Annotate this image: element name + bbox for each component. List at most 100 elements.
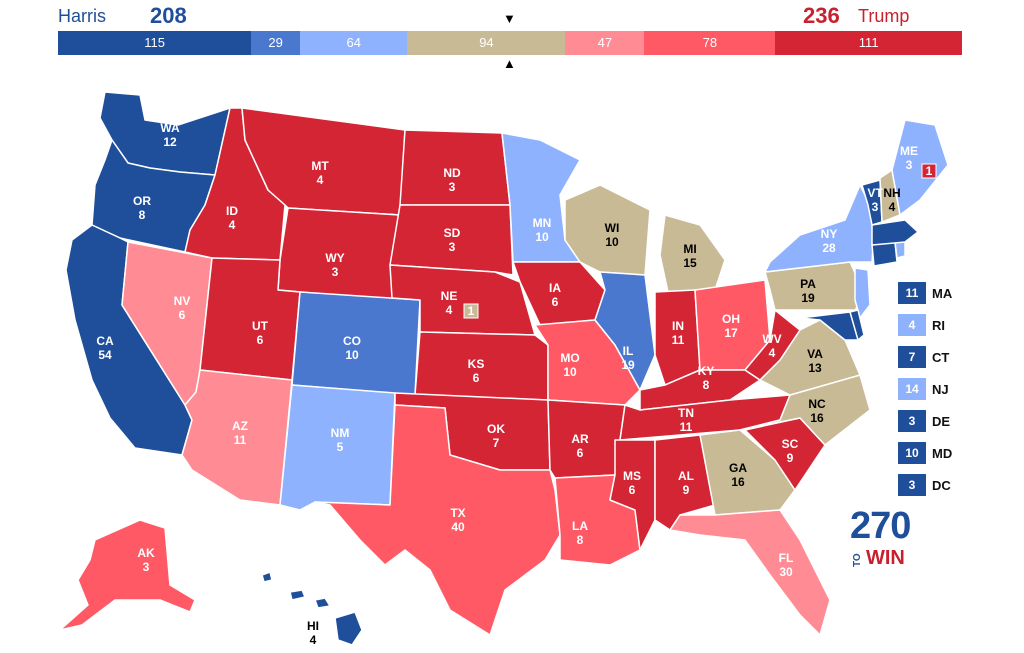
legend-row-dc[interactable]: 3 DC [898,474,951,496]
state-label-ar: AR [571,432,589,446]
state-label-nh: NH [883,186,900,200]
state-ev-mo: 10 [563,365,577,379]
state-label-mt: MT [311,159,329,173]
state-ak[interactable] [59,519,196,631]
state-ev-il: 19 [621,358,635,372]
state-wv[interactable] [744,309,801,381]
state-ev-ca: 54 [98,348,112,362]
state-label-ky: KY [698,364,715,378]
state-ev-wa: 12 [163,135,177,149]
state-ev-id: 4 [229,218,236,232]
state-hi[interactable] [261,571,363,646]
state-label-nc: NC [808,397,826,411]
state-ev-me: 3 [906,158,913,172]
tally-segment-lean-d[interactable]: 64 [299,31,408,55]
logo-to: TO [852,553,863,567]
state-ev-sc: 9 [787,451,794,465]
legend-state-label: NJ [932,381,949,397]
legend-ev-box: 10 [898,442,926,464]
state-ev-vt: 3 [872,200,879,214]
state-fl[interactable] [669,509,831,636]
state-label-or: OR [133,194,151,208]
logo-number: 270 [850,505,911,547]
state-ev-pa: 19 [801,291,815,305]
tally-segment-tossup[interactable]: 94 [407,31,566,55]
legend-row-de[interactable]: 3 DE [898,410,950,432]
state-ev-ok: 7 [493,436,500,450]
state-label-sd: SD [444,226,461,240]
state-ev-hi: 4 [310,633,317,647]
state-ev-wy: 3 [332,265,339,279]
state-label-ga: GA [729,461,747,475]
tally-segment-likely-d[interactable]: 29 [251,31,300,55]
state-ev-va: 13 [808,361,822,375]
state-ev-mn: 10 [535,230,549,244]
legend-ev-box: 7 [898,346,926,368]
state-ev-nh: 4 [889,200,896,214]
state-nj[interactable] [854,267,871,319]
state-label-ia: IA [549,281,561,295]
state-ev-ar: 6 [577,446,584,460]
state-label-mo: MO [560,351,579,365]
trump-total: 236 [803,3,840,28]
legend-state-label: MA [932,285,953,301]
legend-row-ct[interactable]: 7 CT [898,346,949,368]
district-badge-me[interactable] [921,163,937,179]
state-ri[interactable] [894,241,906,259]
state-ev-or: 8 [139,208,146,222]
legend-state-label: DE [932,413,951,429]
state-label-in: IN [672,319,684,333]
state-label-sc: SC [782,437,799,451]
state-ev-sd: 3 [449,240,456,254]
state-md[interactable] [799,311,861,341]
state-ev-mt: 4 [317,173,324,187]
tally-segment-lean-r[interactable]: 47 [565,31,645,55]
state-ev-in: 11 [672,333,685,347]
district-badge-ne[interactable] [463,303,479,319]
state-nc[interactable] [739,374,871,446]
state-ev-nd: 3 [449,180,456,194]
state-me[interactable] [891,119,949,216]
state-label-ok: OK [487,422,505,436]
tally-segment-likely-r[interactable]: 78 [644,31,776,55]
tally-bar: 115 29 64 94 47 78 111 [58,31,962,55]
legend-ev-box: 14 [898,378,926,400]
legend-row-ri[interactable]: 4 RI [898,314,945,336]
tally-segment-safe-r[interactable]: 111 [775,31,962,55]
state-ev-ky: 8 [703,378,710,392]
state-label-ut: UT [252,319,269,333]
legend-row-md[interactable]: 10 MD [898,442,952,464]
state-label-al: AL [678,469,694,483]
state-ev-ia: 6 [552,295,559,309]
legend-row-nj[interactable]: 14 NJ [898,378,949,400]
legend-ev-box: 3 [898,474,926,496]
state-ct[interactable] [871,241,898,267]
state-ev-ga: 16 [731,475,745,489]
state-ev-ak: 3 [143,560,150,574]
270towin-logo[interactable]: 270 TO WIN [850,505,930,575]
state-label-vt: VT [867,186,883,200]
state-label-tn: TN [678,406,694,420]
state-label-co: CO [343,334,361,348]
tally-segment-safe-d[interactable]: 115 [58,31,252,55]
state-ev-nc: 16 [810,411,824,425]
state-tx[interactable] [314,404,561,636]
harris-name: Harris [58,6,106,26]
state-label-mi: MI [683,242,696,256]
state-sd[interactable] [389,204,514,276]
state-label-fl: FL [779,551,794,565]
state-label-ak: AK [137,546,155,560]
state-il[interactable] [594,271,656,391]
state-label-il: IL [623,344,634,358]
state-ev-fl: 30 [779,565,793,579]
state-ev-al: 9 [683,483,690,497]
state-ma[interactable] [871,219,919,246]
logo-win: WIN [866,547,905,569]
state-de[interactable] [849,309,865,341]
state-vt[interactable] [861,179,883,226]
legend-row-ma[interactable]: 11 MA [898,282,952,304]
state-label-id: ID [226,204,238,218]
state-ev-wv: 4 [769,346,776,360]
state-ev-co: 10 [345,348,359,362]
